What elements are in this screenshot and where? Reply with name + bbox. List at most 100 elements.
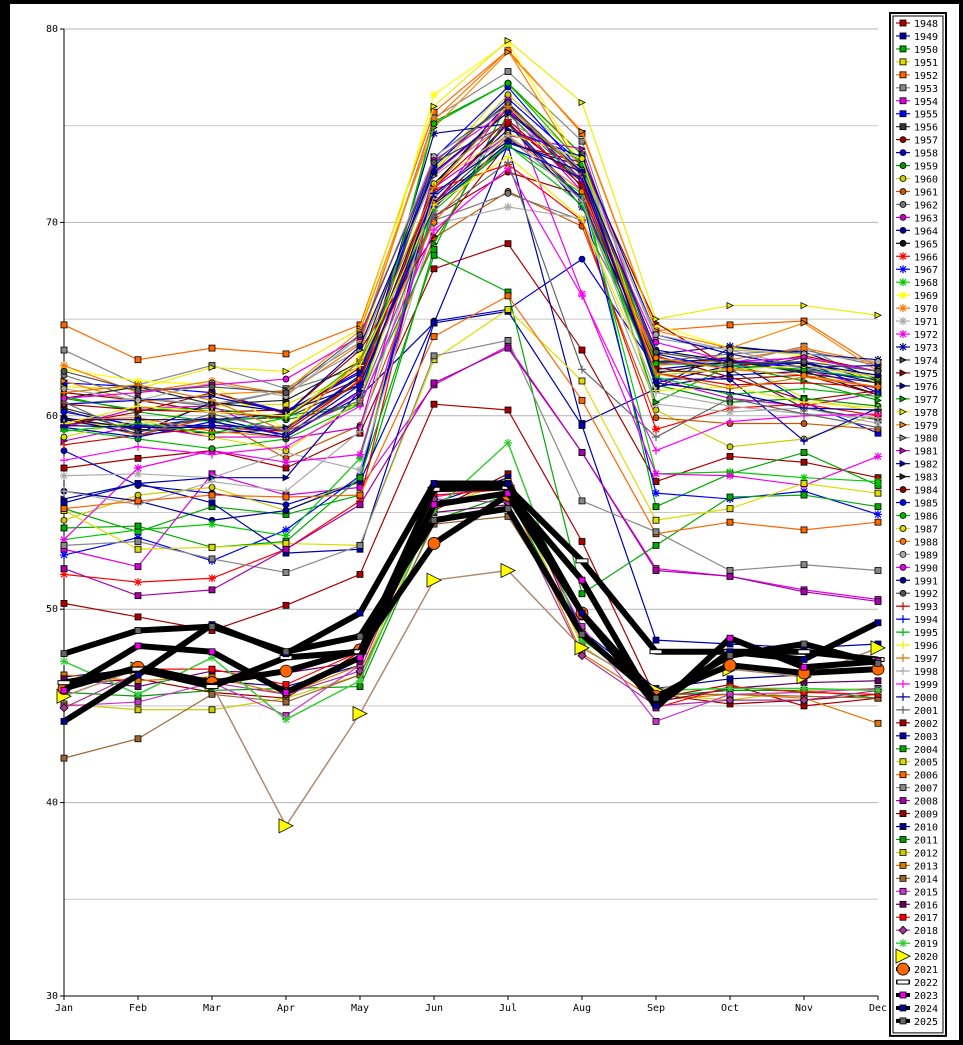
series-line bbox=[63, 494, 879, 699]
series-2020 bbox=[56, 562, 886, 834]
data-point-marker bbox=[356, 501, 364, 509]
data-point-marker bbox=[208, 706, 216, 714]
legend-item: 1996 bbox=[896, 641, 938, 652]
data-point-marker bbox=[899, 667, 907, 675]
legend-item: 1949 bbox=[896, 32, 938, 43]
data-point-marker bbox=[899, 486, 907, 493]
data-point-marker bbox=[899, 162, 907, 169]
data-point-marker bbox=[874, 659, 882, 667]
series-line bbox=[63, 101, 879, 521]
data-point-marker bbox=[208, 499, 216, 507]
data-point-marker bbox=[899, 602, 907, 611]
data-point-marker bbox=[356, 541, 364, 549]
data-point-marker bbox=[899, 849, 907, 856]
legend-label: 2000 bbox=[914, 693, 938, 704]
data-point-marker bbox=[899, 188, 907, 195]
data-point-marker bbox=[874, 311, 882, 319]
data-point-marker bbox=[899, 447, 907, 455]
data-point-marker bbox=[282, 681, 290, 689]
series-line bbox=[63, 254, 879, 595]
data-point-marker bbox=[800, 473, 808, 482]
data-point-marker bbox=[282, 698, 290, 706]
data-point-marker bbox=[800, 684, 808, 693]
data-point-marker bbox=[899, 913, 907, 921]
data-point-marker bbox=[60, 388, 68, 397]
data-point-marker bbox=[57, 680, 71, 686]
data-point-marker bbox=[282, 648, 290, 656]
legend-item: 2022 bbox=[896, 978, 938, 989]
series-line bbox=[63, 121, 879, 562]
data-point-marker bbox=[899, 32, 907, 40]
x-tick-label: Jan bbox=[55, 1003, 73, 1014]
legend-item: 1997 bbox=[896, 654, 938, 665]
legend-label: 1995 bbox=[914, 628, 938, 639]
data-point-marker bbox=[282, 501, 290, 509]
data-point-marker bbox=[430, 129, 438, 138]
data-point-marker bbox=[578, 497, 586, 505]
data-point-marker bbox=[282, 688, 290, 696]
data-point-marker bbox=[899, 991, 907, 999]
series-1971 bbox=[60, 202, 882, 482]
data-point-marker bbox=[60, 321, 68, 329]
data-point-marker bbox=[652, 528, 660, 536]
legend-label: 1974 bbox=[914, 356, 938, 367]
series-line bbox=[63, 82, 879, 421]
data-point-marker bbox=[282, 531, 290, 540]
legend-label: 1976 bbox=[914, 382, 938, 393]
data-point-marker bbox=[208, 520, 216, 529]
legend-label: 1954 bbox=[914, 97, 938, 108]
data-point-marker bbox=[874, 619, 882, 627]
legend-item: 2012 bbox=[896, 848, 938, 859]
data-point-marker bbox=[898, 925, 908, 935]
legend-item: 1988 bbox=[896, 537, 938, 548]
legend-item: 1966 bbox=[896, 252, 938, 263]
legend-item: 1995 bbox=[896, 628, 938, 639]
legend-label: 2003 bbox=[914, 732, 938, 743]
series-line bbox=[63, 442, 879, 721]
data-point-marker bbox=[60, 570, 68, 579]
data-point-marker bbox=[208, 543, 216, 551]
data-point-marker bbox=[652, 702, 660, 710]
data-point-marker bbox=[726, 375, 734, 384]
data-point-marker bbox=[578, 155, 586, 162]
data-point-marker bbox=[134, 491, 142, 499]
data-point-marker bbox=[430, 102, 438, 111]
legend-label: 2013 bbox=[914, 861, 938, 872]
legend-label: 1989 bbox=[914, 550, 938, 561]
data-point-marker bbox=[430, 226, 438, 235]
data-point-marker bbox=[134, 464, 142, 473]
legend-item: 1963 bbox=[896, 213, 938, 224]
data-point-marker bbox=[874, 382, 882, 391]
data-point-marker bbox=[279, 664, 293, 678]
legend-item: 2020 bbox=[895, 948, 938, 964]
x-tick-label: Jul bbox=[499, 1003, 517, 1014]
data-point-marker bbox=[899, 149, 907, 157]
data-point-marker bbox=[134, 563, 142, 571]
data-point-marker bbox=[899, 745, 907, 753]
data-point-marker bbox=[800, 526, 808, 534]
data-point-marker bbox=[208, 623, 216, 631]
data-point-marker bbox=[899, 1004, 907, 1012]
series-line bbox=[63, 488, 879, 709]
data-point-marker bbox=[60, 471, 68, 480]
legend-label: 2020 bbox=[914, 952, 938, 963]
data-point-marker bbox=[578, 422, 586, 429]
x-tick-label: Dec bbox=[869, 1003, 887, 1014]
series-line bbox=[63, 49, 879, 368]
data-point-marker bbox=[899, 705, 907, 714]
data-point-marker bbox=[899, 472, 907, 481]
data-point-marker bbox=[134, 442, 142, 451]
data-point-marker bbox=[578, 576, 586, 584]
data-point-marker bbox=[899, 58, 907, 66]
data-point-marker bbox=[652, 348, 660, 356]
data-point-marker bbox=[899, 395, 907, 403]
data-point-marker bbox=[575, 558, 589, 564]
data-point-marker bbox=[208, 574, 216, 583]
data-point-marker bbox=[899, 939, 907, 948]
data-point-marker bbox=[578, 255, 586, 263]
data-point-marker bbox=[874, 719, 882, 727]
legend-item: 1972 bbox=[896, 330, 938, 341]
legend-item: 2014 bbox=[896, 874, 938, 885]
data-point-marker bbox=[899, 589, 907, 597]
data-point-marker bbox=[800, 358, 808, 366]
